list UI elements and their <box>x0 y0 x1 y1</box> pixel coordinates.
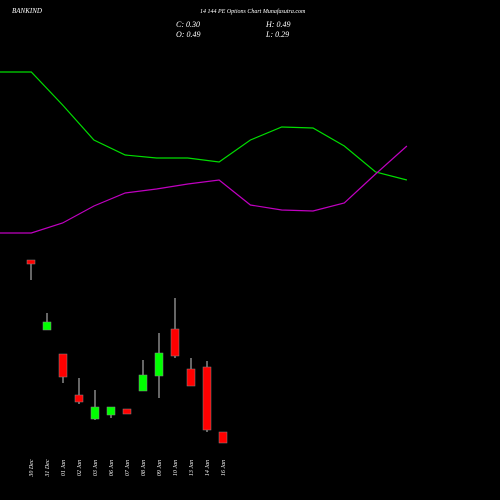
candle-body <box>202 366 212 431</box>
candle-body <box>42 321 52 331</box>
x-tick-label: 14 Jan <box>204 460 211 476</box>
x-tick-label: 10 Jan <box>173 460 179 476</box>
x-tick-label: 06 Jan <box>109 460 115 476</box>
candle-body <box>26 259 36 265</box>
candle-body <box>218 431 228 444</box>
indicator-line <box>0 71 408 181</box>
x-tick-label: 02 Jan <box>77 460 83 476</box>
candle-body <box>186 368 196 387</box>
stat-open: O: 0.49 <box>176 30 200 39</box>
x-tick-label: 16 Jan <box>221 460 227 476</box>
candle-body <box>154 352 164 377</box>
candle-body <box>138 374 148 392</box>
indicator-line <box>0 145 408 234</box>
x-tick-label: 13 Jan <box>189 460 195 476</box>
chart-title: BANKIND <box>12 7 42 15</box>
candle-body <box>74 394 84 403</box>
chart-subtitle: 14 144 PE Options Chart Munafasutra.com <box>200 8 306 15</box>
candle-body <box>106 406 116 416</box>
x-tick-label: 30 Dec <box>29 459 35 477</box>
candle-body <box>122 408 132 415</box>
x-tick-label: 08 Jan <box>141 460 147 476</box>
x-tick-label: 01 Jan <box>61 460 67 476</box>
x-tick-label: 31 Dec <box>45 459 51 477</box>
stat-close: C: 0.30 <box>176 20 200 29</box>
candle-body <box>170 328 180 357</box>
x-tick-label: 07 Jan <box>125 460 131 476</box>
candle-body <box>90 406 100 420</box>
stat-high: H: 0.49 <box>265 20 290 29</box>
x-tick-label: 03 Jan <box>93 460 99 476</box>
candle-body <box>58 353 68 378</box>
x-tick-label: 09 Jan <box>157 460 163 476</box>
stat-low: L: 0.29 <box>265 30 289 39</box>
